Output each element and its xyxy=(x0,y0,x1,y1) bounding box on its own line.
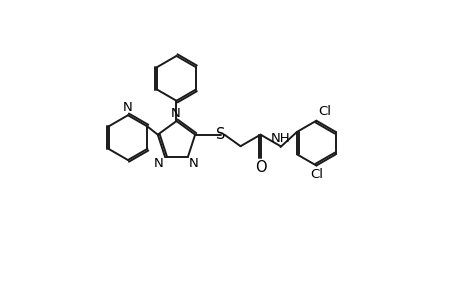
Text: N: N xyxy=(188,158,198,170)
Text: O: O xyxy=(254,160,266,175)
Text: N: N xyxy=(153,158,163,170)
Text: S: S xyxy=(215,127,225,142)
Text: Cl: Cl xyxy=(309,168,322,181)
Text: NH: NH xyxy=(270,132,290,146)
Text: N: N xyxy=(170,106,180,119)
Text: Cl: Cl xyxy=(317,105,330,119)
Text: N: N xyxy=(123,101,133,114)
